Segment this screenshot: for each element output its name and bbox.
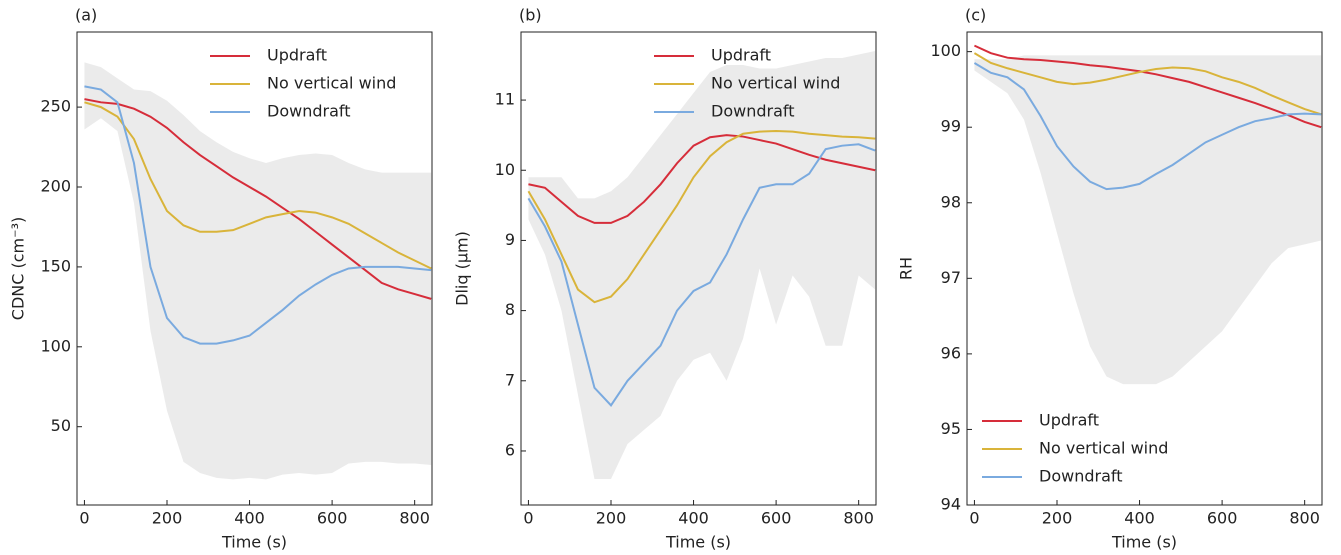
plot-area	[973, 44, 1322, 385]
y-tick-label: 50	[51, 416, 71, 435]
y-tick-label: 95	[941, 419, 961, 438]
x-tick-label: 400	[234, 509, 265, 528]
y-axis-label: RH	[897, 257, 916, 280]
axes-frame	[966, 31, 1323, 506]
y-tick-label: 97	[941, 268, 961, 287]
y-tick-label: 6	[505, 440, 515, 459]
series-line	[84, 101, 432, 270]
series-line	[84, 85, 432, 345]
legend-label: Updraft	[267, 46, 327, 65]
y-tick-label: 96	[941, 343, 961, 362]
x-tick-label: 0	[523, 509, 533, 528]
series-line	[973, 52, 1322, 116]
x-axis-label: Time (s)	[665, 533, 731, 552]
panel-label: (c)	[965, 6, 986, 25]
legend-label: Downdraft	[267, 102, 351, 121]
axes-frame	[76, 31, 433, 506]
legend-label: Downdraft	[1039, 467, 1123, 486]
y-tick-label: 99	[941, 117, 961, 136]
x-tick-label: 600	[1207, 509, 1238, 528]
y-tick-label: 10	[495, 160, 515, 179]
x-tick-label: 0	[79, 509, 89, 528]
y-axis-label: Dliq (μm)	[453, 231, 472, 306]
x-tick-label: 600	[761, 509, 792, 528]
x-tick-label: 400	[678, 509, 709, 528]
x-tick-label: 800	[399, 509, 430, 528]
x-tick-label: 200	[1042, 509, 1073, 528]
legend-label: No vertical wind	[1039, 439, 1168, 458]
x-tick-label: 400	[1124, 509, 1155, 528]
x-tick-label: 800	[1289, 509, 1320, 528]
y-tick-label: 200	[40, 177, 71, 196]
legend-label: Updraft	[711, 46, 771, 65]
y-axis-label: CDNC (cm⁻³)	[9, 217, 28, 320]
axes-frame	[520, 31, 877, 506]
series-line	[84, 98, 432, 300]
series-line	[527, 143, 876, 407]
legend-label: No vertical wind	[711, 74, 840, 93]
series-line	[527, 129, 876, 304]
range-band	[974, 55, 1322, 385]
y-tick-label: 11	[495, 90, 515, 109]
series-line	[973, 62, 1322, 191]
plot-area	[84, 62, 432, 480]
legend-label: No vertical wind	[267, 74, 396, 93]
x-tick-label: 200	[152, 509, 183, 528]
y-tick-label: 94	[941, 495, 961, 514]
panel-label: (b)	[519, 6, 542, 25]
range-band	[84, 62, 432, 480]
legend-label: Downdraft	[711, 102, 795, 121]
x-tick-label: 600	[317, 509, 348, 528]
plot-area	[527, 50, 876, 480]
y-tick-label: 98	[941, 192, 961, 211]
y-tick-label: 100	[40, 336, 71, 355]
x-tick-label: 200	[596, 509, 627, 528]
x-tick-label: 800	[843, 509, 874, 528]
y-tick-label: 150	[40, 256, 71, 275]
y-tick-label: 7	[505, 370, 515, 389]
legend-label: Updraft	[1039, 411, 1099, 430]
panel-label: (a)	[75, 6, 97, 25]
x-tick-label: 0	[969, 509, 979, 528]
series-line	[974, 44, 1322, 129]
y-tick-label: 9	[505, 230, 515, 249]
series-line	[528, 134, 876, 224]
range-band	[528, 50, 876, 480]
x-axis-label: Time (s)	[221, 533, 287, 552]
y-tick-label: 100	[930, 41, 961, 60]
x-axis-label: Time (s)	[1111, 533, 1177, 552]
y-tick-label: 250	[40, 97, 71, 116]
y-tick-label: 8	[505, 300, 515, 319]
